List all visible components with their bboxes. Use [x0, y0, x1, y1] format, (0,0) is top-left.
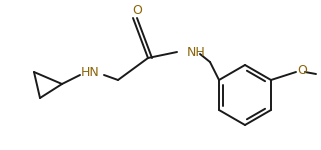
Text: NH: NH [187, 45, 206, 58]
Text: HN: HN [81, 66, 100, 78]
Text: O: O [297, 64, 307, 78]
Text: O: O [132, 3, 142, 16]
